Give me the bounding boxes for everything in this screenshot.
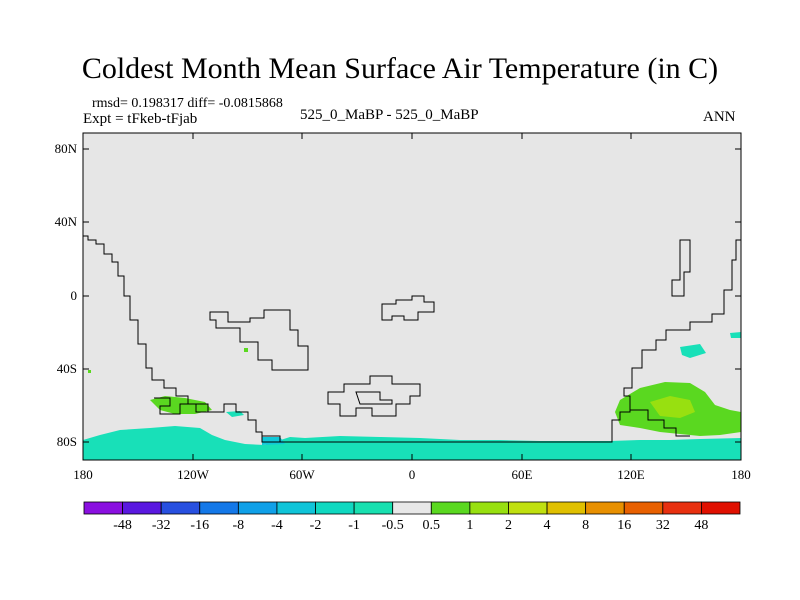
colorbar-swatch (430, 501, 471, 515)
colorbar-swatch (623, 501, 664, 515)
colorbar-swatch (392, 501, 432, 515)
east-cooling-patch (730, 332, 741, 338)
y-tick-label: 0 (70, 288, 78, 303)
coastline-antarctic-edge (262, 435, 281, 442)
colorbar-swatch (546, 501, 587, 515)
chart-title: Coldest Month Mean Surface Air Temperatu… (81, 52, 719, 85)
colorbar-label: 8 (582, 518, 590, 533)
colorbar-label: -0.5 (381, 518, 404, 533)
antarctic-cooling-region (83, 426, 741, 460)
colorbar-swatch (122, 501, 162, 515)
warming-core-se (650, 396, 695, 418)
colorbar-label: -32 (151, 518, 171, 533)
colorbar-label: -1 (348, 518, 360, 533)
y-tick-label: 40N (54, 214, 77, 229)
y-tick-label: 40S (56, 361, 77, 376)
x-tick-label: 60E (511, 467, 533, 482)
x-tick-label: 180 (731, 467, 751, 482)
colorbar-swatch (83, 501, 123, 515)
colorbar-label: 1 (466, 518, 474, 533)
warming-dot (244, 348, 248, 352)
x-tick-label: 120E (617, 467, 645, 482)
x-tick-label: 0 (408, 467, 416, 482)
east-cooling-patch (680, 344, 706, 358)
colorbar-label: 2 (504, 518, 512, 533)
colorbar-swatch (353, 501, 394, 515)
colorbar-label: -4 (271, 518, 283, 533)
coastline-east-inner (630, 409, 690, 437)
colorbar-swatch (469, 501, 509, 515)
warming-dot (88, 370, 91, 373)
y-tick-label: 80N (54, 141, 77, 156)
colorbar-label: 4 (543, 518, 551, 533)
coastline-sw-inlet (154, 397, 208, 415)
coastline-west-continent (83, 235, 741, 443)
colorbar-label: 0.5 (422, 518, 441, 533)
colorbar-label: -2 (309, 518, 322, 533)
colorbar (83, 501, 741, 515)
colorbar-swatch (701, 501, 741, 515)
coastline-south-island-inner (355, 391, 393, 405)
stats-line: rmsd= 0.198317 diff= -0.0815868 (92, 96, 283, 111)
y-tick-label: 80S (56, 434, 77, 449)
colorbar-swatch (199, 501, 239, 515)
colorbar-label: -16 (190, 518, 210, 533)
coastline-africa (209, 309, 309, 371)
x-tick-label: 60W (289, 467, 315, 482)
center-label: 525_0_MaBP - 525_0_MaBP (300, 107, 479, 123)
right-label: ANN (703, 109, 736, 125)
colorbar-swatch (585, 501, 625, 515)
colorbar-label: 48 (694, 518, 709, 533)
colorbar-swatch (508, 501, 548, 515)
colorbar-swatch (662, 501, 702, 515)
colorbar-label: -8 (232, 518, 245, 533)
colorbar-swatch (315, 501, 355, 515)
colorbar-label: -48 (113, 518, 132, 533)
x-tick-label: 120W (177, 467, 209, 482)
expt-line: Expt = tFkeb-tFjab (83, 111, 198, 127)
coastline-east-peninsula (671, 239, 691, 297)
colorbar-swatch (276, 501, 316, 515)
colorbar-label: 32 (655, 518, 670, 533)
x-tick-label: 180 (73, 467, 93, 482)
colorbar-label: 16 (617, 518, 632, 533)
colorbar-swatch (237, 501, 278, 515)
coastline-central-island (381, 295, 435, 321)
coastline-south-island (327, 375, 421, 417)
coastal-cooling-strip (262, 437, 285, 445)
colorbar-swatch (160, 501, 201, 515)
